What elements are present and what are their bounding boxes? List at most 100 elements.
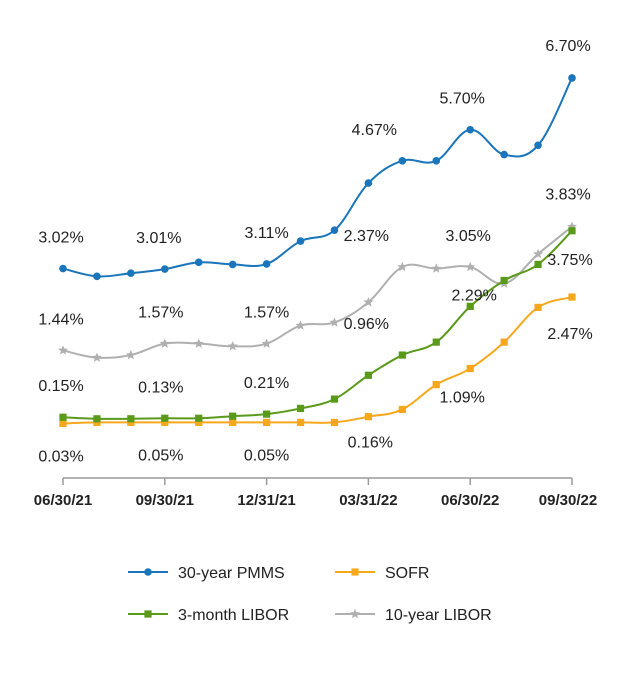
3-month-libor-point [568, 227, 576, 235]
10-year-libor-point [261, 338, 272, 348]
sofr-point [432, 380, 440, 389]
data-label-layer: 3.02% 3.01% 3.11% 4.67% 5.70% 6.70% 1.44% 1.57%… [38, 38, 592, 466]
sofr-line [62, 296, 573, 425]
3-month-libor-point [93, 415, 101, 423]
legend-label: 30-year PMMS [178, 565, 285, 582]
x-tick-label: 06/30/21 [34, 492, 92, 509]
30-year-pmms-point [432, 157, 441, 165]
legend-swatch-marker [350, 608, 360, 619]
10-year-libor-point [58, 345, 68, 355]
sofr-point [398, 405, 406, 414]
3-month-libor-line [62, 230, 573, 420]
data-label-30-year-pmms: 5.70% [440, 91, 485, 108]
data-label-10-year-libor: 3.05% [446, 228, 491, 245]
10-year-libor-point [159, 338, 170, 348]
legend-label: SOFR [385, 565, 429, 582]
data-label-sofr: 0.05% [138, 447, 183, 464]
data-label-sofr: 1.09% [440, 390, 485, 407]
30-year-pmms-point [194, 258, 203, 267]
data-label-3-month-libor: 2.29% [452, 287, 497, 304]
data-label-3-month-libor: 0.15% [38, 378, 83, 395]
legend-item-3-month-libor: 3-month LIBOR [128, 607, 289, 624]
10-year-libor-point [295, 320, 306, 330]
sofr-point [500, 338, 508, 346]
data-label-sofr: 2.47% [547, 326, 592, 343]
3-month-libor-point [330, 395, 339, 403]
10-year-libor-line [62, 225, 573, 359]
3-month-libor-point [195, 414, 203, 422]
data-label-sofr: 0.05% [244, 447, 289, 464]
data-label-30-year-pmms: 4.67% [352, 122, 397, 139]
10-year-libor-point [91, 352, 102, 362]
30-year-pmms-point [161, 265, 169, 273]
series-10-year-libor [58, 221, 577, 362]
legend-item-30-year-pmms: 30-year PMMS [128, 565, 285, 582]
sofr-point [568, 293, 576, 301]
data-label-10-year-libor: 2.37% [344, 228, 389, 245]
data-label-30-year-pmms: 3.02% [38, 230, 83, 247]
30-year-pmms-point [262, 260, 271, 268]
30-year-pmms-point [568, 74, 576, 82]
10-year-libor-point [465, 261, 476, 272]
data-label-10-year-libor: 1.44% [38, 311, 83, 328]
3-month-libor-point [398, 351, 406, 359]
legend-swatch-marker [144, 610, 152, 618]
30-year-pmms-point [500, 150, 508, 159]
x-tick-label: 09/30/21 [136, 492, 194, 509]
sofr-point [127, 418, 135, 427]
data-label-3-month-libor: 3.75% [547, 252, 592, 269]
sofr-point [229, 418, 237, 427]
sofr-point [534, 303, 542, 312]
sofr-point [330, 418, 339, 427]
10-year-libor-point [533, 248, 544, 259]
3-month-libor-point [432, 338, 440, 346]
data-label-10-year-libor: 3.83% [545, 187, 590, 204]
30-year-pmms-point [398, 157, 407, 165]
data-label-3-month-libor: 0.13% [138, 379, 183, 396]
legend: 30-year PMMS SOFR 3-month LIBOR 10-year LIB… [128, 565, 492, 624]
data-label-sofr: 0.03% [38, 448, 83, 465]
3-month-libor-point [500, 276, 508, 285]
sofr-point [93, 418, 101, 427]
3-month-libor-point [161, 414, 169, 422]
sofr-point [195, 418, 203, 427]
30-year-pmms-point [127, 269, 135, 278]
10-year-libor-point [567, 221, 577, 231]
30-year-pmms-point [93, 272, 101, 281]
3-month-libor-point [296, 404, 305, 413]
10-year-libor-point [193, 338, 204, 348]
30-year-pmms-line [62, 77, 573, 278]
10-year-libor-point [125, 349, 136, 360]
sofr-point [263, 418, 271, 427]
series-30-year-pmms [59, 74, 576, 281]
3-month-libor-point [263, 410, 271, 418]
30-year-pmms-point [296, 237, 305, 245]
10-year-libor-point [227, 341, 238, 351]
10-year-libor-point [329, 317, 340, 327]
legend-label: 10-year LIBOR [385, 607, 492, 624]
x-tick-label: 12/31/21 [237, 492, 295, 509]
30-year-pmms-point [364, 179, 373, 187]
data-label-10-year-libor: 1.57% [138, 305, 183, 322]
legend-item-sofr: SOFR [335, 565, 429, 582]
sofr-point [364, 413, 372, 421]
30-year-pmms-point [466, 125, 475, 134]
3-month-libor-point [534, 260, 542, 269]
x-axis: 06/30/21 09/30/21 12/31/21 03/31/22 06/30/22… [34, 477, 597, 509]
data-label-30-year-pmms: 6.70% [545, 38, 590, 55]
legend-item-10-year-libor: 10-year LIBOR [335, 607, 492, 624]
sofr-point [59, 419, 67, 428]
3-month-libor-point [127, 415, 135, 423]
3-month-libor-point [229, 412, 237, 420]
30-year-pmms-point [330, 226, 339, 235]
data-label-10-year-libor: 1.57% [244, 305, 289, 322]
legend-swatch-marker [351, 568, 359, 576]
data-label-sofr: 0.16% [348, 434, 393, 451]
data-label-3-month-libor: 0.96% [344, 316, 389, 333]
legend-swatch-marker [144, 568, 152, 576]
legend-label: 3-month LIBOR [178, 607, 289, 624]
x-tick-label: 06/30/22 [441, 492, 499, 509]
3-month-libor-point [466, 302, 474, 310]
series-sofr [59, 293, 576, 428]
